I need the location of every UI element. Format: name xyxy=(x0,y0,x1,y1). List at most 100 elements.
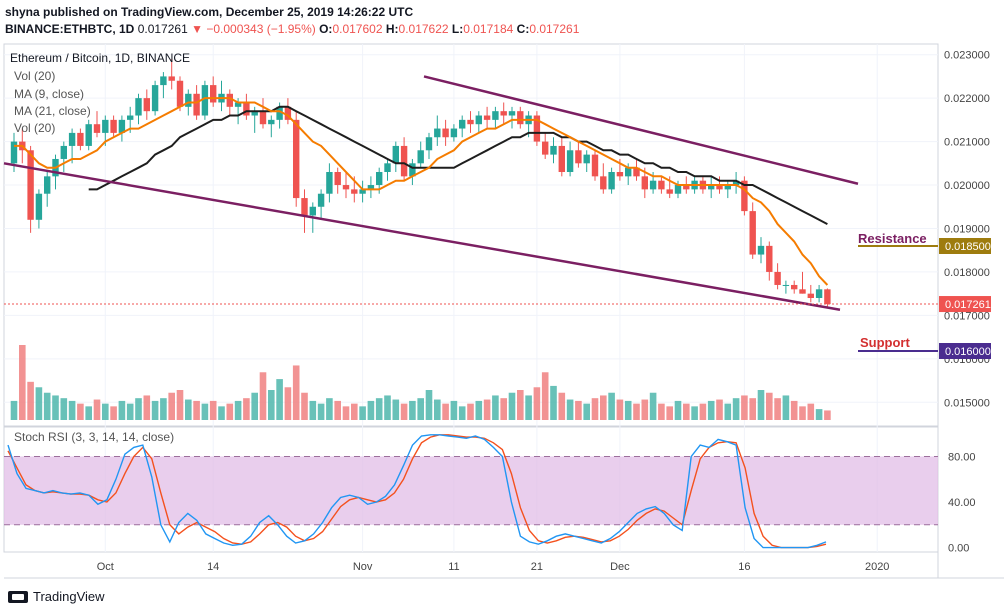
footer[interactable]: TradingView xyxy=(8,589,105,604)
candle-body xyxy=(118,119,126,133)
volume-bar xyxy=(641,399,649,420)
volume-bar xyxy=(68,400,76,420)
resistance-price: 0.018500 xyxy=(945,241,991,253)
volume-bar xyxy=(533,387,541,420)
volume-bar xyxy=(550,385,557,420)
volume-bar xyxy=(492,395,499,420)
candle-body xyxy=(741,180,748,212)
volume-bar xyxy=(616,399,624,420)
volume-bar xyxy=(790,400,798,420)
candle-body xyxy=(309,206,316,216)
volume-bar xyxy=(351,403,358,420)
rsi-tick-label: 80.00 xyxy=(948,451,976,463)
candle-body xyxy=(27,150,34,220)
volume-bar xyxy=(666,406,673,420)
volume-bar xyxy=(268,390,275,420)
candle-body xyxy=(600,176,607,190)
volume-bar xyxy=(43,392,51,420)
price-tick-label: 0.017000 xyxy=(944,310,990,322)
candle-body xyxy=(268,119,275,125)
volume-bar xyxy=(674,400,682,420)
volume-bar xyxy=(19,345,26,420)
legend-vol-2: Vol (20) xyxy=(14,121,55,135)
last-price: 0.017261 xyxy=(137,22,188,36)
time-tick-label: Oct xyxy=(97,561,114,573)
volume-bar xyxy=(176,390,184,420)
candle-body xyxy=(666,189,673,194)
candle-body xyxy=(558,145,565,172)
candle-body xyxy=(724,185,731,190)
candle-body xyxy=(135,98,142,116)
volume-bar xyxy=(35,387,43,420)
stoch-k-line xyxy=(7,434,827,549)
candle-body xyxy=(625,167,632,177)
volume-bar xyxy=(185,399,192,420)
l-value: 0.017184 xyxy=(463,22,514,36)
volume-bar xyxy=(110,406,117,420)
volume-bar xyxy=(218,406,225,420)
candle-body xyxy=(259,111,267,125)
candle-body xyxy=(326,172,333,194)
candle-body xyxy=(143,98,150,112)
candle-body xyxy=(334,172,341,186)
volume-bar xyxy=(359,406,366,420)
c-value: 0.017261 xyxy=(529,22,580,36)
volume-bar xyxy=(807,403,815,420)
volume-bar xyxy=(824,410,831,420)
price-tick-label: 0.015000 xyxy=(944,397,990,409)
time-tick-label: Dec xyxy=(610,561,630,573)
candle-body xyxy=(459,119,466,129)
price-tick-label: 0.021000 xyxy=(944,137,990,149)
legend-vol: Vol (20) xyxy=(14,69,55,83)
candle-body xyxy=(774,271,781,285)
volume-bar xyxy=(301,392,308,420)
ma21-line xyxy=(88,105,828,225)
candle-body xyxy=(392,145,399,164)
candle-body xyxy=(168,76,175,81)
candle-body xyxy=(782,284,790,286)
candle-body xyxy=(649,180,657,190)
volume-bar xyxy=(168,392,175,420)
volume-bar xyxy=(683,403,690,420)
upper-channel-line xyxy=(423,75,859,185)
volume-bar xyxy=(815,409,823,420)
volume-bar xyxy=(409,400,416,420)
price-axis-ticks: 0.023000 0.022000 0.021000 0.020000 0.019000… xyxy=(944,50,990,410)
c-label: C: xyxy=(516,22,530,36)
volume-bar xyxy=(741,395,748,420)
publish-text: shyna published on TradingView.com, Dece… xyxy=(5,5,414,19)
candle-body xyxy=(566,150,574,172)
volume-bars xyxy=(10,345,831,420)
volume-bar xyxy=(716,399,723,420)
candle-body xyxy=(243,102,250,116)
candle-body xyxy=(517,111,524,125)
volume-bar xyxy=(757,390,765,420)
volume-bar xyxy=(450,400,458,420)
volume-bar xyxy=(102,403,109,420)
volume-bar xyxy=(608,392,615,420)
publish-info: shyna published on TradingView.com, Dece… xyxy=(5,5,413,19)
volume-bar xyxy=(458,406,466,420)
time-tick-label: Nov xyxy=(353,561,373,573)
candle-body xyxy=(185,93,192,107)
candle-body xyxy=(276,106,283,120)
volume-bar xyxy=(658,403,665,420)
volume-bar xyxy=(591,398,599,420)
candle-body xyxy=(508,111,516,116)
candle-body xyxy=(658,180,665,190)
volume-bar xyxy=(384,395,391,420)
volume-bar xyxy=(633,403,640,420)
volume-bar xyxy=(342,406,350,420)
volume-bar xyxy=(292,365,300,420)
candle-body xyxy=(210,85,217,103)
rsi-tick-label: 0.00 xyxy=(948,543,969,555)
volume-bar xyxy=(375,398,383,420)
candle-body xyxy=(450,128,458,138)
price-change: −0.000343 (−1.95%) xyxy=(206,22,316,36)
support-price-tag xyxy=(939,343,991,359)
candle-body xyxy=(757,245,765,255)
candle-body xyxy=(359,189,366,194)
down-arrow-icon: ▼ xyxy=(191,22,203,36)
candle-body xyxy=(467,119,474,125)
